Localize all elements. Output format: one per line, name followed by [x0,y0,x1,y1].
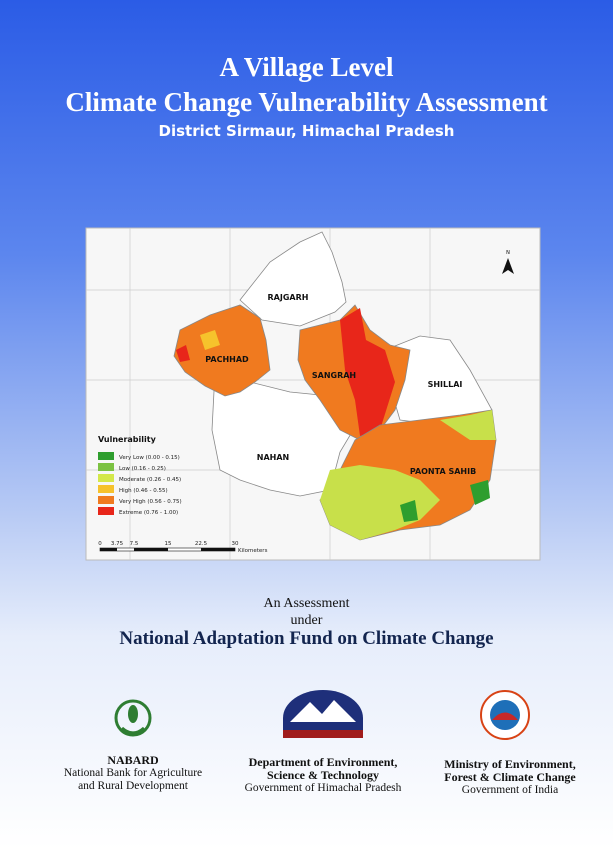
org-text: Government of Himachal Pradesh [244,782,402,794]
region-label: PACHHAD [205,355,249,364]
org-name: Science & Technology [266,768,379,782]
hp-logo [283,690,363,738]
fund-name: National Adaptation Fund on Climate Chan… [119,628,494,649]
org-text: National Bank for Agriculture [63,767,203,779]
org-text: Government of India [461,784,559,796]
region-label: SHILLAI [428,380,463,389]
scale-tick: 7.5 [130,541,139,547]
title-line: A Village Level [219,52,394,82]
org-name: Ministry of Environment, [444,757,576,771]
org-name: Department of Environment, [248,755,398,769]
legend-item: Very Low (0.00 - 0.15) [119,455,180,461]
title-line: Climate Change Vulnerability Assessment [65,87,548,117]
legend-item: Moderate (0.26 - 0.45) [119,477,181,483]
north-arrow [502,258,514,274]
logo-caption: NABARD National Bank for Agriculture and… [48,754,218,793]
north-label: N [506,250,510,256]
legend-item: High (0.46 - 0.55) [119,488,168,494]
org-text: and Rural Development [78,780,188,792]
region-label: SANGRAH [312,371,356,380]
org-name: Forest & Climate Change [444,770,576,784]
logo-caption: Ministry of Environment, Forest & Climat… [425,758,595,797]
nabard-logo [114,699,152,737]
logo-caption: Department of Environment, Science & Tec… [228,756,418,795]
region-label: NAHAN [257,453,289,462]
org-name: NABARD [107,753,159,767]
assessment-line: under [290,613,323,628]
legend-item: Low (0.16 - 0.25) [119,466,166,472]
scale-tick: 3.75 [111,541,124,547]
region-label: PAONTA SAHIB [410,467,476,476]
scale-tick: 0 [98,541,102,547]
region-labels: RAJGARH PACHHAD SANGRAH SHILLAI NAHAN PA… [205,293,476,476]
region-label: RAJGARH [268,293,309,302]
assessment-line: An Assessment [263,596,350,611]
subtitle: District Sirmaur, Himachal Pradesh [158,122,455,140]
scale-unit: Kilometers [238,548,268,554]
legend-item: Extreme (0.76 - 1.00) [119,510,178,516]
scale-tick: 15 [165,541,172,547]
moef-logo [480,690,530,740]
legend-title: Vulnerability [98,435,157,444]
scale-tick: 30 [232,541,239,547]
scale-tick: 22.5 [195,541,208,547]
regions [173,231,497,541]
legend: Very Low (0.00 - 0.15) Low (0.16 - 0.25)… [98,452,182,516]
scale-bar: 0 3.75 7.5 15 22.5 30 Kilometers [98,541,267,554]
legend-item: Very High (0.56 - 0.75) [119,499,182,505]
